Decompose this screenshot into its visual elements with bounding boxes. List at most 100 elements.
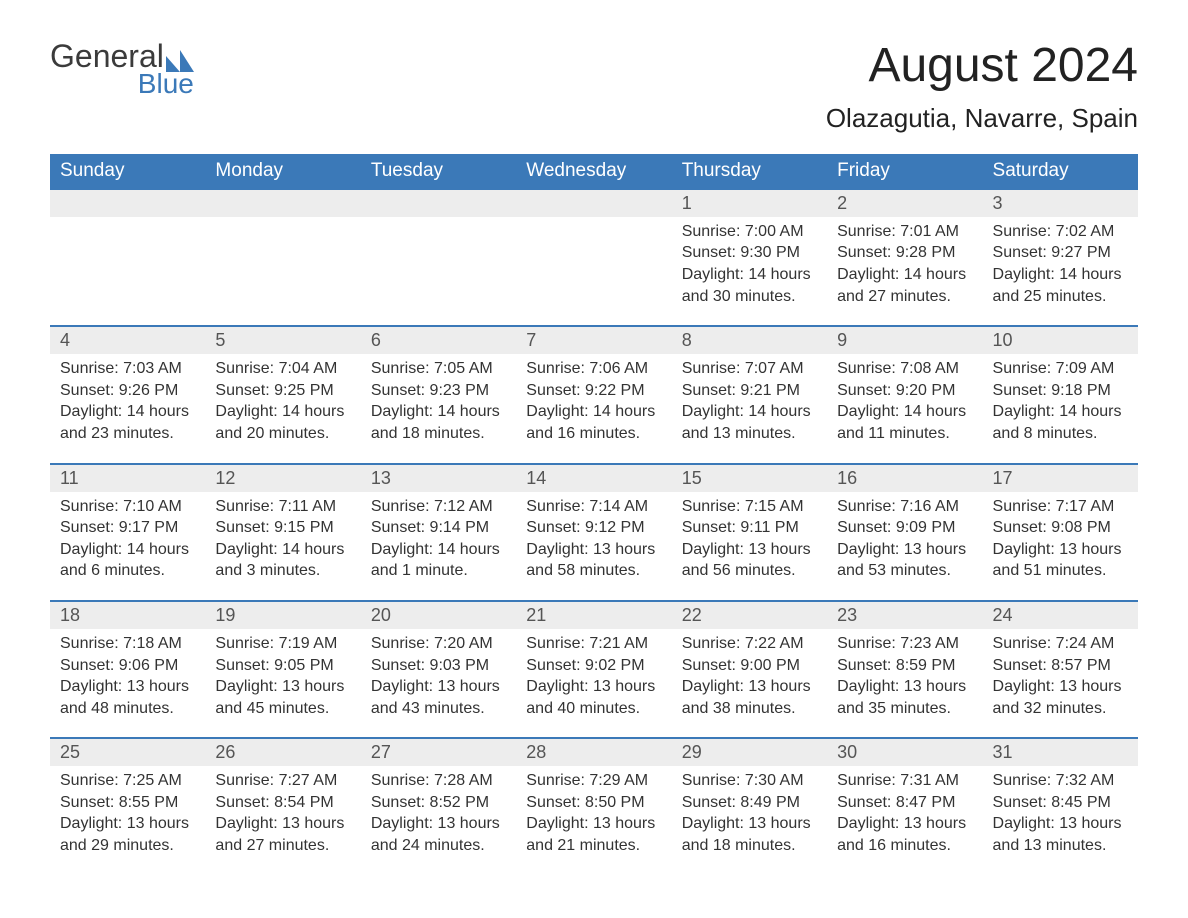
sunset-text: Sunset: 9:25 PM	[215, 380, 350, 402]
day-number: 31	[993, 742, 1013, 762]
sunset-text: Sunset: 8:49 PM	[682, 792, 817, 814]
daylight-text: Daylight: 14 hours and 25 minutes.	[993, 264, 1128, 307]
sunrise-text: Sunrise: 7:06 AM	[526, 358, 661, 380]
sunset-text: Sunset: 9:20 PM	[837, 380, 972, 402]
day-content-cell: Sunrise: 7:11 AMSunset: 9:15 PMDaylight:…	[205, 492, 360, 601]
day-content-cell: Sunrise: 7:01 AMSunset: 9:28 PMDaylight:…	[827, 217, 982, 326]
daylight-text: Daylight: 13 hours and 53 minutes.	[837, 539, 972, 582]
day-number-cell: 1	[672, 189, 827, 217]
weekday-header: Thursday	[672, 154, 827, 189]
day-number-row: 45678910	[50, 326, 1138, 354]
daylight-text: Daylight: 14 hours and 20 minutes.	[215, 401, 350, 444]
sunset-text: Sunset: 9:21 PM	[682, 380, 817, 402]
day-content-cell: Sunrise: 7:18 AMSunset: 9:06 PMDaylight:…	[50, 629, 205, 738]
day-number-cell: 30	[827, 738, 982, 766]
day-content-cell: Sunrise: 7:31 AMSunset: 8:47 PMDaylight:…	[827, 766, 982, 874]
header: General Blue August 2024 Olazagutia, Nav…	[50, 40, 1138, 134]
sunrise-text: Sunrise: 7:09 AM	[993, 358, 1128, 380]
daylight-text: Daylight: 14 hours and 30 minutes.	[682, 264, 817, 307]
day-content-cell: Sunrise: 7:21 AMSunset: 9:02 PMDaylight:…	[516, 629, 671, 738]
daylight-text: Daylight: 13 hours and 43 minutes.	[371, 676, 506, 719]
sunrise-text: Sunrise: 7:01 AM	[837, 221, 972, 243]
sunrise-text: Sunrise: 7:18 AM	[60, 633, 195, 655]
day-number-cell: 9	[827, 326, 982, 354]
weekday-header: Sunday	[50, 154, 205, 189]
day-number: 29	[682, 742, 702, 762]
daylight-text: Daylight: 13 hours and 38 minutes.	[682, 676, 817, 719]
sunset-text: Sunset: 8:57 PM	[993, 655, 1128, 677]
sunrise-text: Sunrise: 7:11 AM	[215, 496, 350, 518]
weekday-header-row: Sunday Monday Tuesday Wednesday Thursday…	[50, 154, 1138, 189]
sunrise-text: Sunrise: 7:20 AM	[371, 633, 506, 655]
weekday-header: Monday	[205, 154, 360, 189]
sunset-text: Sunset: 9:06 PM	[60, 655, 195, 677]
day-number-cell: 11	[50, 464, 205, 492]
sunset-text: Sunset: 8:55 PM	[60, 792, 195, 814]
day-content-cell: Sunrise: 7:20 AMSunset: 9:03 PMDaylight:…	[361, 629, 516, 738]
daylight-text: Daylight: 14 hours and 3 minutes.	[215, 539, 350, 582]
sunrise-text: Sunrise: 7:08 AM	[837, 358, 972, 380]
sunrise-text: Sunrise: 7:30 AM	[682, 770, 817, 792]
sunrise-text: Sunrise: 7:14 AM	[526, 496, 661, 518]
day-number: 2	[837, 193, 847, 213]
sunrise-text: Sunrise: 7:31 AM	[837, 770, 972, 792]
sunset-text: Sunset: 8:45 PM	[993, 792, 1128, 814]
day-content-cell: Sunrise: 7:25 AMSunset: 8:55 PMDaylight:…	[50, 766, 205, 874]
day-number-cell: 31	[983, 738, 1138, 766]
day-number: 12	[215, 468, 235, 488]
day-content-cell: Sunrise: 7:17 AMSunset: 9:08 PMDaylight:…	[983, 492, 1138, 601]
day-number-cell: 28	[516, 738, 671, 766]
day-number-cell	[205, 189, 360, 217]
sunrise-text: Sunrise: 7:15 AM	[682, 496, 817, 518]
day-content-cell	[50, 217, 205, 326]
daylight-text: Daylight: 14 hours and 18 minutes.	[371, 401, 506, 444]
sunrise-text: Sunrise: 7:00 AM	[682, 221, 817, 243]
day-number-cell: 21	[516, 601, 671, 629]
day-content-row: Sunrise: 7:10 AMSunset: 9:17 PMDaylight:…	[50, 492, 1138, 601]
day-content-cell: Sunrise: 7:28 AMSunset: 8:52 PMDaylight:…	[361, 766, 516, 874]
daylight-text: Daylight: 14 hours and 27 minutes.	[837, 264, 972, 307]
sunset-text: Sunset: 9:15 PM	[215, 517, 350, 539]
day-content-row: Sunrise: 7:03 AMSunset: 9:26 PMDaylight:…	[50, 354, 1138, 463]
day-number-row: 11121314151617	[50, 464, 1138, 492]
day-content-cell: Sunrise: 7:22 AMSunset: 9:00 PMDaylight:…	[672, 629, 827, 738]
sunset-text: Sunset: 9:26 PM	[60, 380, 195, 402]
day-content-cell: Sunrise: 7:15 AMSunset: 9:11 PMDaylight:…	[672, 492, 827, 601]
daylight-text: Daylight: 13 hours and 16 minutes.	[837, 813, 972, 856]
daylight-text: Daylight: 13 hours and 29 minutes.	[60, 813, 195, 856]
sunrise-text: Sunrise: 7:19 AM	[215, 633, 350, 655]
day-number: 1	[682, 193, 692, 213]
sunset-text: Sunset: 9:23 PM	[371, 380, 506, 402]
day-number: 20	[371, 605, 391, 625]
day-number-cell: 17	[983, 464, 1138, 492]
sunset-text: Sunset: 8:47 PM	[837, 792, 972, 814]
day-number-cell: 26	[205, 738, 360, 766]
daylight-text: Daylight: 14 hours and 16 minutes.	[526, 401, 661, 444]
daylight-text: Daylight: 13 hours and 45 minutes.	[215, 676, 350, 719]
sunrise-text: Sunrise: 7:02 AM	[993, 221, 1128, 243]
weekday-header: Saturday	[983, 154, 1138, 189]
daylight-text: Daylight: 13 hours and 40 minutes.	[526, 676, 661, 719]
day-number-cell	[50, 189, 205, 217]
title-block: August 2024 Olazagutia, Navarre, Spain	[826, 40, 1138, 134]
daylight-text: Daylight: 14 hours and 23 minutes.	[60, 401, 195, 444]
daylight-text: Daylight: 13 hours and 58 minutes.	[526, 539, 661, 582]
day-number-cell	[361, 189, 516, 217]
day-number-cell: 12	[205, 464, 360, 492]
sunrise-text: Sunrise: 7:04 AM	[215, 358, 350, 380]
daylight-text: Daylight: 13 hours and 51 minutes.	[993, 539, 1128, 582]
day-number-cell: 2	[827, 189, 982, 217]
sunrise-text: Sunrise: 7:24 AM	[993, 633, 1128, 655]
daylight-text: Daylight: 13 hours and 24 minutes.	[371, 813, 506, 856]
day-number-cell: 24	[983, 601, 1138, 629]
day-number: 19	[215, 605, 235, 625]
day-content-cell: Sunrise: 7:08 AMSunset: 9:20 PMDaylight:…	[827, 354, 982, 463]
sunset-text: Sunset: 9:02 PM	[526, 655, 661, 677]
sunset-text: Sunset: 9:03 PM	[371, 655, 506, 677]
day-number: 26	[215, 742, 235, 762]
day-number: 30	[837, 742, 857, 762]
daylight-text: Daylight: 14 hours and 6 minutes.	[60, 539, 195, 582]
daylight-text: Daylight: 13 hours and 27 minutes.	[215, 813, 350, 856]
day-number-cell: 25	[50, 738, 205, 766]
day-number-cell: 3	[983, 189, 1138, 217]
